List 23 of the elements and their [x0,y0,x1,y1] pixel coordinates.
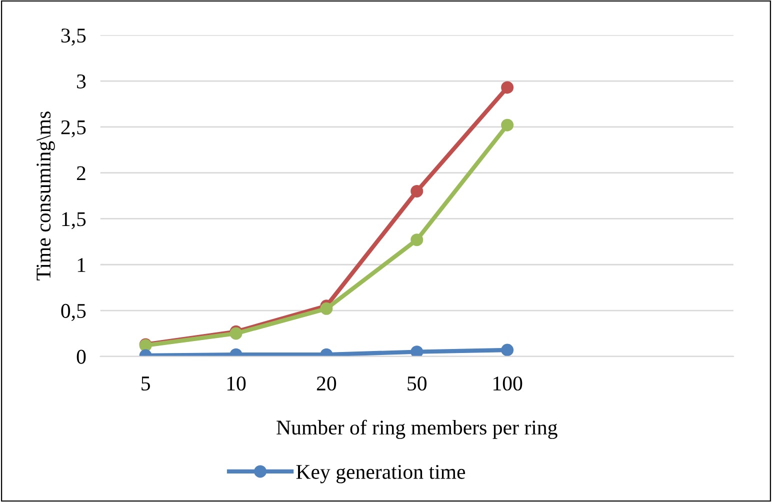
point [410,234,424,246]
y-tick-label: 2,5 [61,120,86,138]
x-axis-title: Number of ring members per ring [276,420,558,439]
point [410,184,424,198]
x-tick-label: 50 [408,376,426,391]
y-tick-label: 2 [76,166,86,180]
point [320,302,333,315]
point [501,344,514,356]
y-tick-label: 1 [78,258,86,272]
y-tick-label: 1,5 [62,212,86,230]
y-axis-title: Time consuming\ms [36,112,55,280]
y-tick-label: 3 [77,74,86,88]
point [501,118,514,132]
x-tick-label: 100 [494,376,522,391]
point [410,346,424,356]
x-tick-label: 5 [142,376,150,391]
point [501,81,514,94]
x-tick-label: 10 [227,376,246,391]
y-tick-label: 0,5 [61,304,86,321]
legend-label: Key generation time [296,464,466,484]
y-tick-label: 3,5 [61,28,86,46]
x-tick-label: 20 [316,376,336,391]
y-tick-label: 0 [76,350,86,364]
